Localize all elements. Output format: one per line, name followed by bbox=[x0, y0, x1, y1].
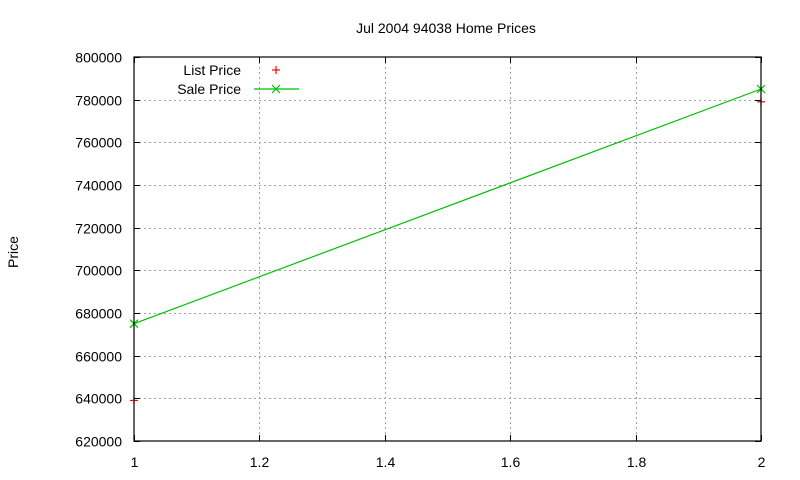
plot-frame bbox=[133, 56, 762, 442]
y-tick-label: 740000 bbox=[75, 178, 122, 194]
y-axis-label: Price bbox=[5, 236, 21, 268]
y-tick-label: 760000 bbox=[75, 135, 122, 151]
legend-label: Sale Price bbox=[177, 81, 241, 97]
legend-label: List Price bbox=[183, 62, 241, 78]
x-tick-label: 1 bbox=[131, 454, 139, 470]
x-tick-label: 2 bbox=[758, 454, 766, 470]
y-tick-label: 660000 bbox=[75, 349, 122, 365]
x-tick-label: 1.2 bbox=[250, 454, 270, 470]
axis-ticks bbox=[134, 57, 762, 442]
series-line bbox=[133, 88, 762, 325]
y-tick-label: 700000 bbox=[75, 263, 122, 279]
grid-lines bbox=[134, 57, 761, 441]
x-tick-label: 1.6 bbox=[501, 454, 521, 470]
x-tick-label: 1.8 bbox=[627, 454, 647, 470]
chart-title: Jul 2004 94038 Home Prices bbox=[356, 20, 536, 36]
y-tick-label: 800000 bbox=[75, 50, 122, 66]
y-tick-label: 640000 bbox=[75, 391, 122, 407]
x-marker-icon bbox=[271, 84, 281, 94]
x-tick-label: 1.4 bbox=[376, 454, 396, 470]
y-tick-label: 780000 bbox=[75, 93, 122, 109]
legend: List Price Sale Price bbox=[177, 62, 299, 97]
y-tick-label: 680000 bbox=[75, 306, 122, 322]
y-tick-label: 620000 bbox=[75, 434, 122, 450]
series-sale-price bbox=[129, 84, 766, 329]
tick-labels: 620000 640000 660000 680000 700000 720000 7400… bbox=[75, 50, 765, 471]
series-list-price bbox=[130, 97, 765, 405]
y-tick-label: 720000 bbox=[75, 221, 122, 237]
